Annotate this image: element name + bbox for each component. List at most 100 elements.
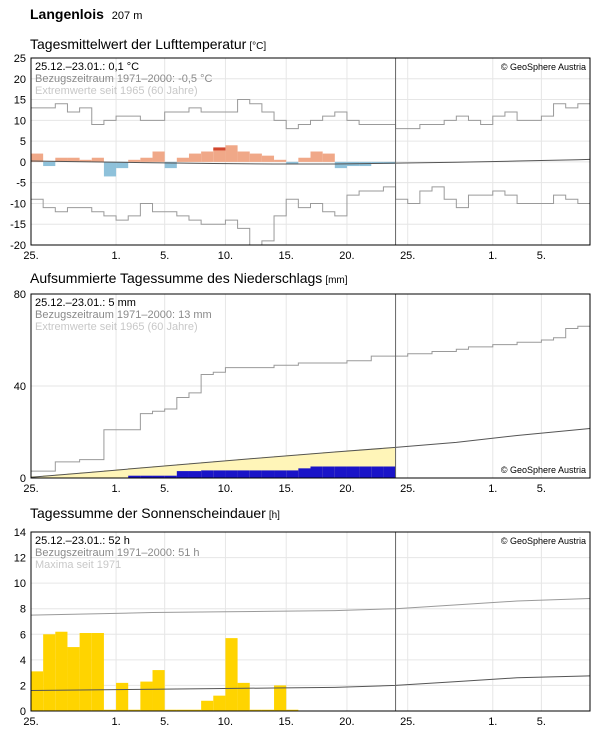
x-tick-label: 10. bbox=[218, 250, 233, 262]
temperature-bar bbox=[334, 161, 347, 169]
observed-precipitation-bar bbox=[188, 471, 202, 478]
temperature-bar bbox=[225, 145, 238, 162]
sunshine-bar bbox=[164, 709, 177, 711]
y-tick-label: -15 bbox=[10, 219, 26, 231]
y-tick-label: 5 bbox=[20, 136, 26, 148]
sunshine-title-text: Tagessumme der Sonnenscheindauer bbox=[30, 505, 266, 521]
temperature-bar bbox=[91, 157, 104, 162]
info-current-period: 25.12.–23.01.: 0,1 °C bbox=[35, 61, 139, 73]
x-tick-label: 25. bbox=[23, 483, 38, 495]
y-tick-label: 0 bbox=[20, 473, 26, 485]
temperature-bar bbox=[249, 153, 262, 162]
temperature-bar bbox=[164, 161, 177, 169]
x-tick-label: 5. bbox=[160, 250, 169, 262]
sunshine-bar bbox=[213, 695, 226, 711]
info-current-period: 25.12.–23.01.: 5 mm bbox=[35, 297, 136, 309]
x-tick-label: 20. bbox=[339, 716, 354, 728]
x-tick-label: 5. bbox=[160, 716, 169, 728]
y-tick-label: -5 bbox=[16, 178, 26, 190]
observed-precipitation-bar bbox=[286, 470, 299, 478]
sunshine-bar bbox=[201, 700, 214, 711]
sunshine-bar bbox=[286, 709, 299, 711]
y-tick-label: -20 bbox=[10, 240, 26, 252]
y-tick-label: 2 bbox=[20, 680, 26, 692]
y-tick-label: 6 bbox=[20, 629, 26, 641]
y-tick-label: 25 bbox=[14, 53, 26, 65]
plot-border bbox=[30, 57, 591, 246]
temperature-bar bbox=[322, 153, 335, 162]
y-tick-label: 14 bbox=[14, 527, 26, 539]
y-tick-label: 20 bbox=[14, 74, 26, 86]
observed-precipitation-bar bbox=[298, 468, 311, 478]
info-extremes-note: Extremwerte seit 1965 (60 Jahre) bbox=[35, 321, 198, 333]
temperature-bar bbox=[128, 159, 141, 162]
info-reference-period: Bezugszeitraum 1971–2000: 51 h bbox=[35, 547, 200, 559]
y-tick-label: 0 bbox=[20, 157, 26, 169]
x-tick-label: 5. bbox=[537, 483, 546, 495]
x-tick-label: 25. bbox=[400, 716, 415, 728]
precipitation-chart-title: Aufsummierte Tagessumme des Niederschlag… bbox=[30, 270, 348, 286]
x-tick-label: 20. bbox=[339, 250, 354, 262]
observed-precipitation-bar bbox=[274, 470, 287, 478]
observed-precipitation-bar bbox=[128, 475, 141, 478]
temperature-bar bbox=[43, 161, 56, 167]
y-tick-label: 40 bbox=[14, 381, 26, 393]
sunshine-chart-title: Tagessumme der Sonnenscheindauer [h] bbox=[30, 505, 280, 521]
temperature-title-text: Tagesmittelwert der Lufttemperatur bbox=[30, 36, 247, 52]
temperature-bar bbox=[310, 151, 323, 162]
sunshine-unit: [h] bbox=[268, 510, 280, 521]
observed-precipitation-bar bbox=[152, 475, 165, 478]
watermark-label: © GeoSphere Austria bbox=[501, 536, 586, 546]
x-tick-label: 10. bbox=[218, 483, 233, 495]
observed-precipitation-bar bbox=[261, 470, 275, 478]
sunshine-bar bbox=[31, 671, 44, 711]
info-current-period: 25.12.–23.01.: 52 h bbox=[35, 535, 130, 547]
plot-border bbox=[30, 531, 591, 712]
y-tick-label: 0 bbox=[20, 706, 26, 718]
temperature-bar bbox=[201, 151, 214, 162]
x-tick-label: 25. bbox=[400, 483, 415, 495]
sunshine-bar bbox=[261, 709, 275, 711]
sunshine-bar bbox=[43, 634, 56, 711]
x-tick-label: 1. bbox=[488, 716, 497, 728]
y-tick-label: 12 bbox=[14, 553, 26, 565]
x-tick-label: 1. bbox=[111, 250, 120, 262]
x-tick-label: 5. bbox=[160, 483, 169, 495]
x-tick-label: 1. bbox=[488, 483, 497, 495]
sunshine-bar bbox=[128, 709, 141, 711]
observed-precipitation-bar bbox=[383, 466, 396, 478]
sunshine-bar bbox=[249, 709, 262, 711]
temperature-bar bbox=[116, 161, 129, 169]
maxima-line bbox=[30, 597, 591, 616]
info-extremes-note: Extremwerte seit 1965 (60 Jahre) bbox=[35, 85, 198, 97]
observed-precipitation-bar bbox=[322, 466, 335, 478]
plot-border bbox=[30, 293, 591, 479]
observed-precipitation-bar bbox=[213, 470, 226, 478]
extreme-max-line bbox=[31, 325, 590, 472]
temperature-bar bbox=[152, 151, 165, 162]
temperature-bar bbox=[213, 149, 226, 162]
x-tick-label: 1. bbox=[111, 716, 120, 728]
sunshine-bar bbox=[188, 709, 202, 711]
sunshine-bar bbox=[225, 638, 238, 711]
temperature-bar bbox=[188, 153, 202, 162]
x-tick-label: 20. bbox=[339, 483, 354, 495]
observed-precipitation-bar bbox=[140, 475, 153, 478]
station-name: Langenlois bbox=[30, 6, 104, 22]
temperature-bar bbox=[274, 159, 287, 162]
sunshine-bar bbox=[116, 682, 129, 711]
y-tick-label: 80 bbox=[14, 289, 26, 301]
y-tick-label: 10 bbox=[14, 115, 26, 127]
temperature-bar bbox=[237, 151, 250, 162]
x-tick-label: 15. bbox=[279, 716, 294, 728]
x-tick-label: 1. bbox=[488, 250, 497, 262]
x-tick-label: 25. bbox=[23, 250, 38, 262]
x-tick-label: 10. bbox=[218, 716, 233, 728]
observed-precipitation-bar bbox=[346, 466, 360, 478]
temperature-bar bbox=[261, 155, 275, 162]
x-tick-label: 5. bbox=[537, 250, 546, 262]
sunshine-bar bbox=[67, 647, 80, 711]
sunshine-bar bbox=[176, 709, 189, 711]
